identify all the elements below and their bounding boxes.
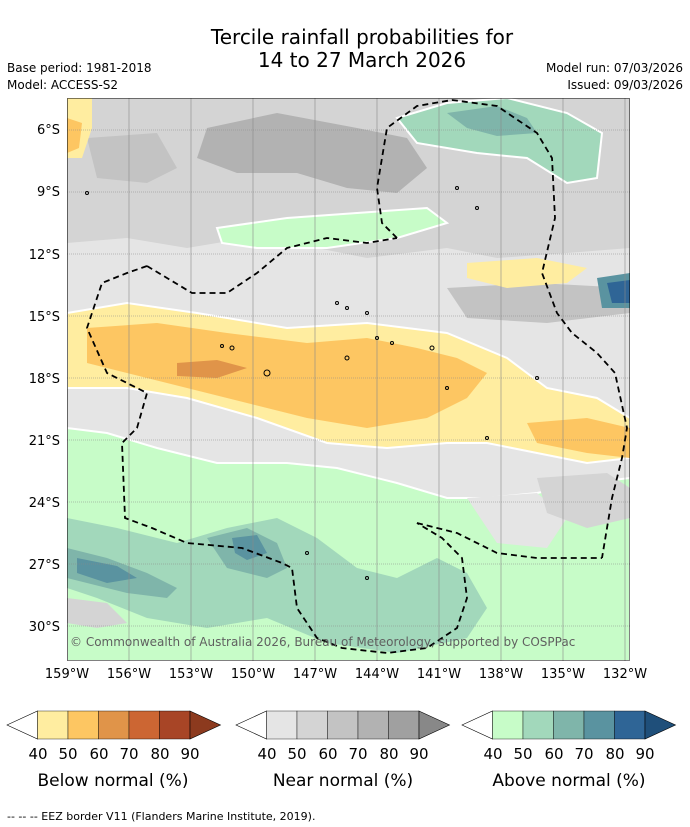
cb-above-over-arrow <box>644 710 677 740</box>
below-normal-east-core <box>527 418 630 458</box>
eez-border-north-central <box>146 237 398 294</box>
cb-near-tick-60: 60 <box>318 745 338 763</box>
cb-below-tick-70: 70 <box>119 745 139 763</box>
colorbar-below <box>6 710 222 740</box>
below-normal-central-core <box>87 323 487 428</box>
islands <box>85 186 539 580</box>
cb-below-tick-50: 50 <box>58 745 78 763</box>
lat-label-6s: 6°S <box>36 123 60 138</box>
lat-label-18s: 18°S <box>28 372 60 387</box>
probability-map: © Commonwealth of Australia 2026, Bureau… <box>67 98 630 661</box>
near-normal-southeast-patch <box>537 473 630 528</box>
lon-label-150w: 150°W <box>230 667 276 682</box>
cb-below-over-arrow <box>189 710 222 740</box>
above-normal-south-mid <box>67 518 487 653</box>
below-normal-east-patch <box>467 258 587 288</box>
eez-footer-note: -- -- -- EEZ border V11 (Flanders Marine… <box>7 810 316 823</box>
lat-label-30s: 30°S <box>28 620 60 635</box>
cb-below-tick-60: 60 <box>89 745 109 763</box>
map-title-line2: 14 to 27 March 2026 <box>257 48 467 72</box>
near-normal-south-patch <box>467 493 567 548</box>
eez-border-southeast <box>416 522 602 559</box>
cb-above-title: Above normal (%) <box>492 771 646 791</box>
lon-label-159w: 159°W <box>44 667 90 682</box>
cb-above-swatch <box>553 710 585 740</box>
cb-above-tick-90: 90 <box>635 745 655 763</box>
cb-near-swatch <box>266 710 298 740</box>
lat-label-12s: 12°S <box>28 248 60 263</box>
cb-near-swatch <box>388 710 420 740</box>
model-name: Model: ACCESS-S2 <box>7 78 119 92</box>
cb-above-tick-60: 60 <box>544 745 564 763</box>
above-normal-northeast <box>395 98 604 185</box>
above-normal-northeast-core <box>447 106 537 136</box>
below-normal-topleft-core <box>67 118 82 153</box>
gridlines <box>67 98 630 661</box>
lat-label-24s: 24°S <box>28 496 60 511</box>
lat-label-21s: 21°S <box>28 434 60 449</box>
cb-below-tick-40: 40 <box>28 745 48 763</box>
colorbar-near <box>235 710 451 740</box>
copyright-notice: © Commonwealth of Australia 2026, Bureau… <box>70 635 575 649</box>
lat-label-15s: 15°S <box>28 310 60 325</box>
cb-near-under-arrow <box>235 710 267 740</box>
issued-date: Issued: 09/03/2026 <box>567 78 683 92</box>
cb-above-tick-40: 40 <box>483 745 503 763</box>
model-run: Model run: 07/03/2026 <box>545 61 683 75</box>
lat-label-9s: 9°S <box>36 185 60 200</box>
lon-label-132w: 132°W <box>602 667 648 682</box>
eez-border-northeast <box>376 99 628 559</box>
near-normal-southwest-patch <box>67 598 127 628</box>
cb-near-tick-50: 50 <box>287 745 307 763</box>
cb-below-swatch <box>37 710 69 740</box>
lat-label-27s: 27°S <box>28 558 60 573</box>
base-period: Base period: 1981-2018 <box>7 61 152 75</box>
cb-below-tick-80: 80 <box>150 745 170 763</box>
lon-label-153w: 153°W <box>168 667 214 682</box>
map-title-line1: Tercile rainfall probabilities for <box>210 25 514 49</box>
cb-below-under-arrow <box>6 710 38 740</box>
cb-below-tick-90: 90 <box>180 745 200 763</box>
cb-above-tick-70: 70 <box>574 745 594 763</box>
cb-above-swatch <box>583 710 615 740</box>
lon-label-135w: 135°W <box>540 667 586 682</box>
below-normal-central-peak <box>177 360 247 378</box>
cb-above-tick-80: 80 <box>605 745 625 763</box>
lon-label-144w: 144°W <box>354 667 400 682</box>
cb-near-over-arrow <box>418 710 451 740</box>
above-normal-central-patch <box>215 206 450 249</box>
lon-label-147w: 147°W <box>292 667 338 682</box>
cb-above-tick-50: 50 <box>513 745 533 763</box>
colorbars <box>6 710 677 740</box>
near-normal-east-band <box>447 283 630 323</box>
cb-above-swatch <box>522 710 554 740</box>
cb-near-tick-70: 70 <box>348 745 368 763</box>
cb-near-tick-40: 40 <box>257 745 277 763</box>
cb-near-title: Near normal (%) <box>272 771 414 791</box>
above-normal-east-edge-core <box>607 280 630 303</box>
colorbar-above <box>461 710 677 740</box>
near-normal-northeast-patch <box>87 133 177 183</box>
cb-above-swatch <box>614 710 646 740</box>
eez-border-central <box>86 265 468 654</box>
cb-near-swatch <box>327 710 359 740</box>
cb-below-swatch <box>67 710 99 740</box>
lon-label-138w: 138°W <box>478 667 524 682</box>
cb-below-swatch <box>98 710 130 740</box>
cb-below-swatch <box>128 710 160 740</box>
lon-label-156w: 156°W <box>106 667 152 682</box>
cb-above-under-arrow <box>461 710 493 740</box>
cb-near-swatch <box>357 710 389 740</box>
cb-below-swatch <box>159 710 191 740</box>
near-normal-north-core <box>197 113 427 193</box>
cb-near-swatch <box>296 710 328 740</box>
cb-near-tick-90: 90 <box>409 745 429 763</box>
cb-near-tick-80: 80 <box>379 745 399 763</box>
lon-label-141w: 141°W <box>416 667 462 682</box>
map-frame <box>67 98 630 661</box>
cb-below-title: Below normal (%) <box>37 771 189 791</box>
cb-above-swatch <box>492 710 524 740</box>
